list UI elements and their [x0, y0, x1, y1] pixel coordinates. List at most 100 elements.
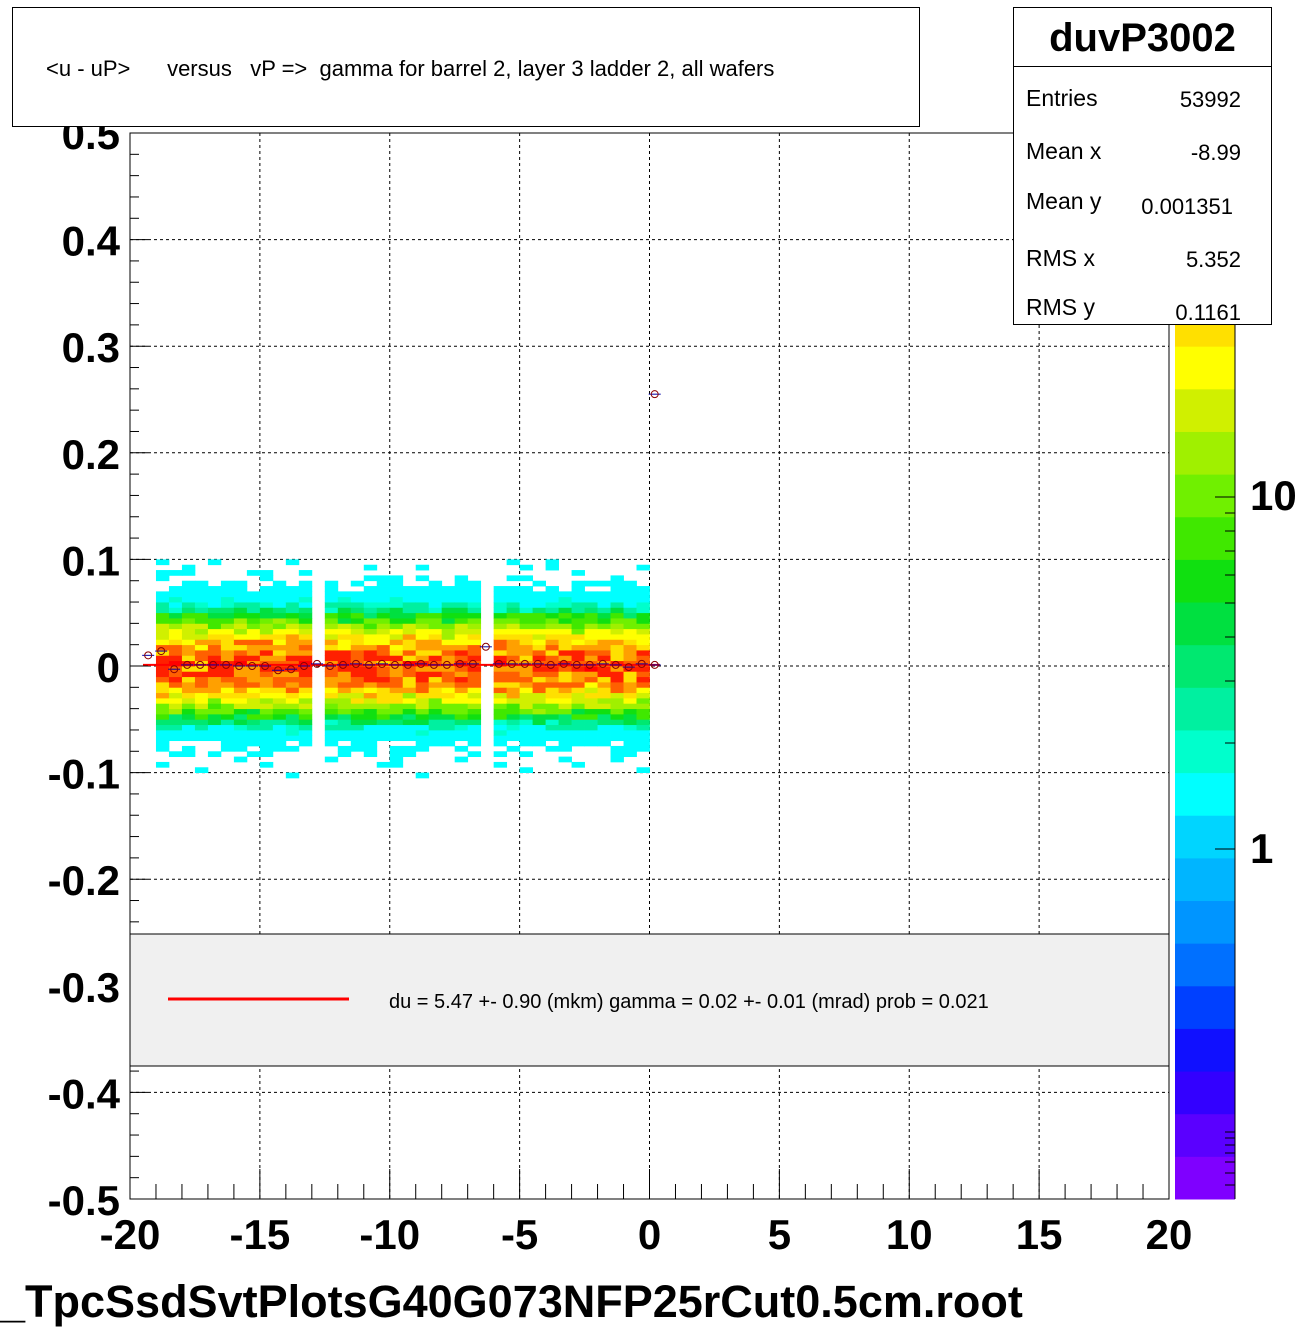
heatmap-cell	[415, 602, 430, 608]
heatmap-cell	[415, 586, 430, 592]
heatmap-cell	[584, 729, 598, 736]
heatmap-cell	[415, 596, 430, 603]
heatmap-cell	[324, 602, 339, 608]
heatmap-cell	[155, 639, 170, 646]
heatmap-cell	[324, 703, 339, 710]
heatmap-cell	[233, 580, 248, 587]
heatmap-cell	[597, 703, 611, 710]
heatmap-cell	[259, 607, 274, 614]
profile-point	[287, 665, 296, 674]
heatmap-cell	[155, 713, 170, 720]
heatmap-cell	[272, 713, 287, 720]
heatmap-cell	[220, 612, 235, 619]
heatmap-cell	[350, 623, 365, 630]
heatmap-cell	[285, 703, 300, 710]
heatmap-cell	[610, 729, 624, 736]
heatmap-cell	[532, 708, 546, 715]
heatmap-cell	[402, 586, 417, 592]
heatmap-cell	[519, 676, 534, 683]
heatmap-cell	[610, 751, 624, 758]
heatmap-cell	[519, 724, 534, 731]
heatmap-cell	[337, 697, 352, 704]
heatmap-cell	[181, 623, 196, 630]
heatmap-cell	[493, 607, 508, 614]
heatmap-cell	[298, 671, 313, 678]
stat-label-rms-x: RMS x	[1026, 245, 1095, 271]
heatmap-cell	[493, 692, 508, 699]
heatmap-cell	[337, 660, 352, 667]
heatmap-cell	[441, 644, 456, 651]
heatmap-cell	[636, 681, 650, 688]
heatmap-cell	[155, 559, 170, 566]
heatmap-cell	[441, 639, 456, 646]
heatmap-cell	[207, 612, 222, 619]
heatmap-cell	[207, 692, 222, 699]
heatmap-cell	[298, 692, 313, 699]
heatmap-cell	[415, 618, 430, 624]
heatmap-cell	[207, 681, 222, 688]
heatmap-cell	[545, 681, 559, 688]
heatmap-cell	[324, 596, 339, 603]
heatmap-cell	[233, 719, 248, 726]
y-tick-label: 0.2	[62, 431, 120, 478]
heatmap-cell	[467, 729, 482, 736]
heatmap-cell	[376, 628, 391, 635]
heatmap-cell	[298, 729, 313, 736]
heatmap-cell	[623, 580, 637, 587]
profile-point	[559, 659, 568, 668]
heatmap-cell	[519, 740, 534, 747]
heatmap-cell	[584, 628, 598, 635]
heatmap-cell	[558, 650, 572, 656]
heatmap-cell	[350, 634, 365, 640]
heatmap-cell	[558, 729, 572, 736]
heatmap-cell	[246, 644, 261, 651]
heatmap-cell	[402, 666, 417, 672]
heatmap-cell	[181, 666, 196, 672]
heatmap-cell	[454, 735, 469, 742]
profile-point	[624, 663, 633, 672]
heatmap-cell	[350, 729, 365, 736]
heatmap-cell	[389, 602, 404, 608]
heatmap-cell	[337, 681, 352, 688]
heatmap-cell	[376, 607, 391, 614]
profile-point	[637, 659, 646, 668]
heatmap-cell	[259, 671, 274, 678]
heatmap-cell	[428, 655, 443, 662]
heatmap-cell	[181, 676, 196, 683]
heatmap-cell	[181, 687, 196, 694]
profile-point	[235, 662, 244, 670]
heatmap-cell	[402, 713, 417, 720]
heatmap-cell	[571, 650, 585, 656]
heatmap-cell	[636, 634, 650, 640]
heatmap-cell	[259, 761, 274, 768]
heatmap-cell	[571, 666, 585, 672]
heatmap-cell	[467, 639, 482, 646]
heatmap-cell	[272, 697, 287, 704]
heatmap-cell	[597, 692, 611, 699]
heatmap-cell	[454, 692, 469, 699]
heatmap-cell	[285, 671, 300, 678]
heatmap-cell	[597, 644, 611, 651]
heatmap-cell	[350, 713, 365, 720]
heatmap-cell	[415, 724, 430, 731]
heatmap-cell	[363, 697, 378, 704]
heatmap-cell	[181, 602, 196, 608]
x-tick-label: -20	[100, 1211, 161, 1258]
heatmap-cell	[441, 628, 456, 635]
heatmap-cell	[376, 724, 391, 731]
heatmap-cell	[376, 618, 391, 624]
heatmap-cell	[155, 612, 170, 619]
heatmap-cell	[506, 634, 521, 640]
heatmap-cell	[376, 623, 391, 630]
heatmap-cell	[246, 660, 261, 667]
stat-value-entries: 53992	[1179, 87, 1241, 112]
heatmap-cell	[298, 607, 313, 614]
heatmap-cell	[467, 671, 482, 678]
heatmap-cell	[636, 713, 650, 720]
heatmap-cell	[415, 655, 430, 662]
heatmap-cell	[194, 586, 209, 592]
heatmap-cell	[233, 607, 248, 614]
heatmap-cell	[324, 756, 339, 763]
heatmap-cell	[493, 623, 508, 630]
heatmap-cell	[246, 719, 261, 726]
